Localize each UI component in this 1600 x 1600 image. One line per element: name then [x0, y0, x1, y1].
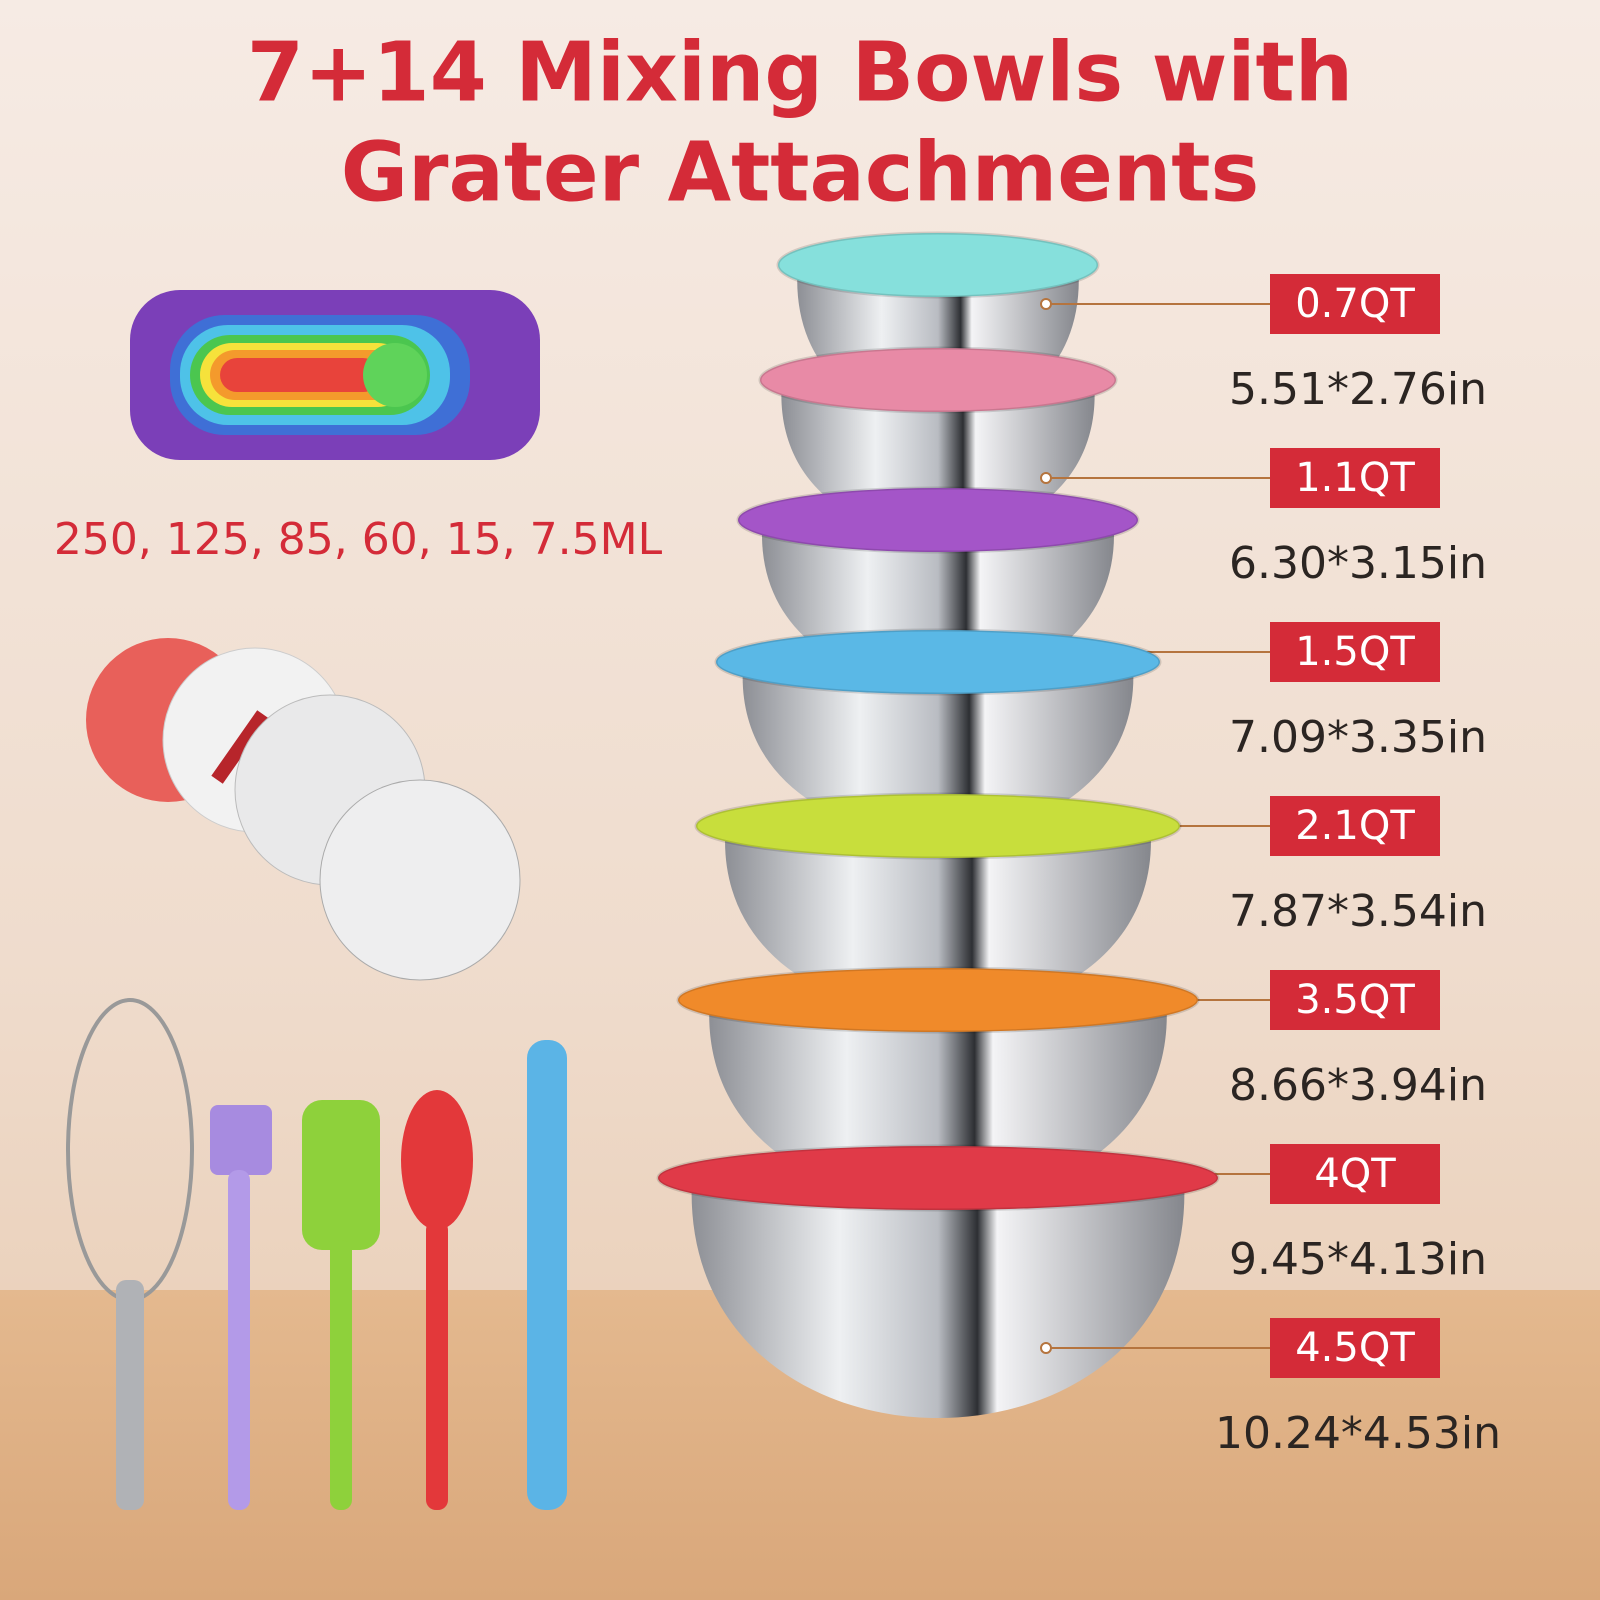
capacity-label: 2.1QT [1295, 803, 1415, 849]
title-line: Grater Attachments [341, 125, 1260, 220]
lid [694, 792, 1182, 860]
lid [758, 346, 1118, 414]
capacity-label: 1.5QT [1295, 629, 1415, 675]
size-label: 7.09*3.35in [1229, 712, 1487, 763]
lid [714, 628, 1162, 696]
capacity-badge [1270, 1318, 1440, 1378]
lid [676, 966, 1200, 1034]
measuring-cups [130, 290, 540, 460]
size-label: 8.66*3.94in [1229, 1060, 1487, 1111]
capacity-label: 3.5QT [1295, 977, 1415, 1023]
utensils [66, 998, 567, 1510]
capacity-badge [1270, 622, 1440, 682]
grater-discs [86, 638, 521, 981]
leader-dot [1040, 472, 1052, 484]
leader-dot [1040, 298, 1052, 310]
capacity-badge [1270, 796, 1440, 856]
size-label: 9.45*4.13in [1229, 1234, 1487, 1285]
bowl-stack: 0.7QT 5.51*2.76in 1.1QT 6.30*3.15in 1.5QT 7.0… [656, 231, 1501, 1459]
cups-label: 250, 125, 85, 60, 15, 7.5ML [54, 514, 663, 565]
lid [776, 231, 1100, 299]
size-label: 7.87*3.54in [1229, 886, 1487, 937]
capacity-label: 4QT [1314, 1151, 1396, 1197]
lid [736, 486, 1140, 554]
capacity-badge [1270, 448, 1440, 508]
leader-dot [1040, 1342, 1052, 1354]
size-label: 10.24*4.53in [1215, 1408, 1501, 1459]
title-line: 7+14 Mixing Bowls with [247, 25, 1353, 120]
bowl [742, 677, 1134, 837]
capacity-badge [1270, 274, 1440, 334]
capacity-label: 4.5QT [1295, 1325, 1415, 1371]
capacity-badge [1270, 1144, 1440, 1204]
capacity-label: 1.1QT [1295, 455, 1415, 501]
bowl [691, 1193, 1185, 1418]
size-label: 5.51*2.76in [1229, 364, 1487, 415]
capacity-badge [1270, 970, 1440, 1030]
lid [656, 1144, 1220, 1212]
size-label: 6.30*3.15in [1229, 538, 1487, 589]
capacity-label: 0.7QT [1295, 281, 1415, 327]
